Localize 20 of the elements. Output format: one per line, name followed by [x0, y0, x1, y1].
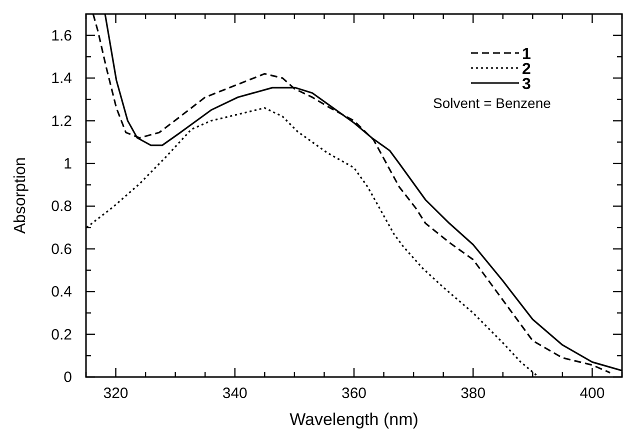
legend-label: 1 — [522, 46, 531, 63]
y-tick-label: 1.4 — [51, 70, 72, 88]
x-tick-label: 340 — [222, 385, 248, 402]
y-tick-label: 0.4 — [51, 284, 72, 301]
legend-label: 2 — [522, 61, 531, 78]
y-tick-label: 0.6 — [51, 240, 72, 258]
legend-label: 3 — [522, 76, 531, 93]
y-tick-label: 0 — [64, 369, 72, 386]
y-tick-label: 1.2 — [51, 112, 72, 130]
y-tick-label: 0.8 — [51, 198, 72, 216]
y-tick-label: 1.6 — [51, 27, 72, 44]
annotation: Solvent = Benzene — [433, 95, 552, 111]
x-tick-label: 320 — [103, 385, 128, 402]
x-tick-label: 360 — [341, 385, 367, 402]
x-axis-title: Wavelength (nm) — [290, 410, 418, 429]
x-tick-label: 380 — [460, 385, 486, 402]
y-tick-label: 1 — [64, 155, 72, 172]
y-axis-title: Absorption — [12, 157, 29, 234]
y-tick-label: 0.2 — [51, 326, 72, 344]
x-tick-label: 400 — [580, 385, 605, 402]
